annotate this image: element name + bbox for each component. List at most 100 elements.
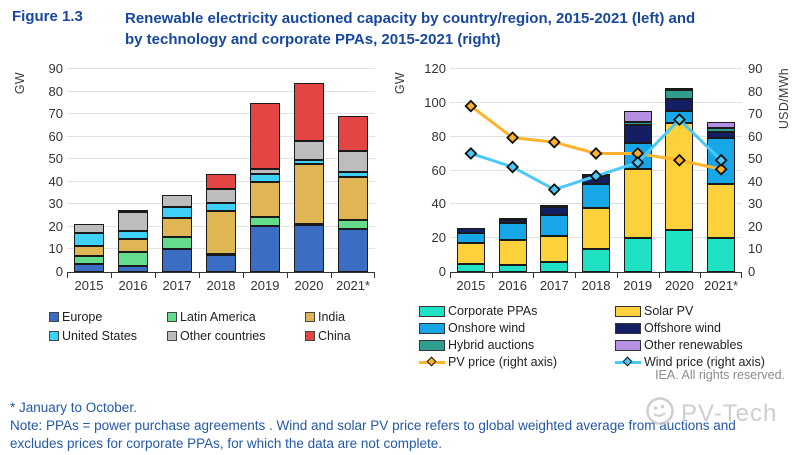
x-tick-label-2017: 2017: [539, 278, 569, 293]
chart-capacity-by-country: GW 0 10 20 30 40 50 60 70 80 90 2015 2016 2017 2018 2…: [13, 58, 390, 403]
bar-segment-europe-2016: [118, 265, 148, 272]
figure-title: Renewable electricity auctioned capacity…: [125, 10, 696, 48]
bar-segment-offshore-wind-2021: [707, 132, 736, 138]
x-axis-tickmark: [111, 273, 112, 278]
legend-label: PV price (right axis): [448, 355, 558, 369]
x-tick-label-2019: 2019: [623, 278, 653, 293]
bar-segment-corporate-ppas-2017: [540, 261, 569, 272]
marker-wind-price-right-axis: [714, 153, 728, 167]
legend-swatch-icon: [419, 322, 445, 334]
bar-segment-solar-pv-2019: [623, 168, 652, 239]
footnote-note: Note: PPAs = power purchase agreements .…: [10, 417, 736, 451]
x-axis-tickmark: [199, 273, 200, 278]
legend-swatch-icon: [615, 339, 641, 351]
y-tick-label-60: 60: [48, 128, 63, 144]
legend-swatch-icon: [167, 331, 177, 341]
x-axis-tickmark: [575, 273, 577, 278]
bar-segment-latin-america-2019: [250, 216, 280, 227]
bar-segment-united-states-2021: [338, 171, 368, 178]
bar-segment-other-countries-2017: [162, 195, 192, 207]
legend-label: Other countries: [180, 329, 266, 343]
gridline-90: [67, 68, 375, 69]
bar-segment-offshore-wind-2016: [498, 219, 527, 223]
price-lines-layer: [464, 99, 728, 197]
left-chart-y-axis-unit: GW: [13, 72, 27, 95]
marker-pv-price-right-axis: [547, 135, 561, 149]
legend-swatch-icon: [49, 312, 59, 322]
gridline-100: [450, 101, 742, 103]
y-tick-label-80: 80: [431, 128, 446, 144]
legend-line-marker-icon: [615, 356, 641, 368]
legend-item-united-states: United States: [49, 329, 167, 343]
bar-segment-solar-pv-2015: [456, 243, 485, 265]
gridline-80: [450, 135, 742, 137]
legend-label: Hybrid auctions: [448, 338, 535, 352]
bar-segment-offshore-wind-2020: [665, 99, 694, 112]
marker-pv-price-right-axis: [589, 146, 603, 160]
y2-tick-label-20: 20: [748, 218, 763, 234]
x-tick-label-2016: 2016: [498, 278, 528, 293]
marker-wind-price-right-axis: [464, 146, 478, 160]
figure-label: Figure 1.3: [12, 8, 83, 25]
legend-swatch-icon: [615, 322, 641, 334]
legend-swatch-icon: [167, 312, 177, 322]
right-chart-y2-axis-ticks: 0 10 20 30 40 50 60 70 80 90: [748, 61, 778, 279]
marker-pv-price-right-axis: [464, 99, 478, 113]
legend-label: Onshore wind: [448, 321, 526, 335]
legend-swatch-icon: [305, 331, 315, 341]
legend-item-solar-pv: Solar PV: [615, 304, 800, 318]
bar-segment-europe-2017: [162, 248, 192, 272]
marker-wind-price-right-axis: [672, 113, 686, 127]
legend-line-marker-icon: [419, 356, 445, 368]
legend-label: India: [318, 310, 346, 324]
y2-tick-label-80: 80: [748, 83, 763, 99]
bar-segment-other-countries-2015: [74, 223, 104, 233]
pv-tech-watermark-text: PV-Tech: [681, 399, 778, 427]
x-tick-label-2020: 2020: [664, 278, 694, 293]
y2-tick-label-0: 0: [748, 264, 756, 279]
marker-wind-price-right-axis: [589, 169, 603, 183]
legend-swatch-icon: [305, 312, 315, 322]
y-tick-label-30: 30: [48, 196, 63, 212]
x-axis-tickmark: [491, 273, 493, 278]
bar-segment-onshore-wind-2017: [540, 215, 569, 237]
left-chart-y-axis-ticks: 0 10 20 30 40 50 60 70 80 90: [29, 61, 63, 279]
x-tick-label-2016: 2016: [118, 278, 148, 293]
y-tick-label-20: 20: [431, 230, 446, 246]
y2-tick-label-70: 70: [748, 106, 763, 122]
bar-segment-other-countries-2020: [294, 141, 324, 161]
bar-segment-europe-2021: [338, 229, 368, 272]
y-tick-label-120: 120: [424, 61, 446, 76]
bar-segment-hybrid-auctions-2019: [623, 122, 652, 125]
bar-segment-corporate-ppas-2020: [665, 229, 694, 272]
legend-item-corporate-ppas: Corporate PPAs: [419, 304, 615, 318]
y-tick-label-50: 50: [48, 151, 63, 167]
y-tick-label-60: 60: [431, 162, 446, 178]
x-axis-tickmark: [533, 273, 535, 278]
legend-item-pv-price-right-axis: PV price (right axis): [419, 355, 615, 369]
bar-segment-united-states-2015: [74, 232, 104, 247]
bar-segment-other-renewables-2017: [540, 204, 569, 207]
bar-segment-india-2017: [162, 217, 192, 238]
bar-segment-latin-america-2021: [338, 220, 368, 230]
right-chart-plot-area: [450, 68, 742, 278]
bar-segment-other-renewables-2016: [498, 217, 527, 220]
marker-wind-price-right-axis: [631, 156, 645, 169]
x-axis-tickmark: [287, 273, 288, 278]
x-tick-label-2020: 2020: [294, 278, 324, 293]
x-tick-label-2018: 2018: [206, 278, 236, 293]
bar-segment-corporate-ppas-2021: [707, 238, 736, 272]
bar-segment-onshore-wind-2018: [582, 184, 610, 208]
y-tick-label-70: 70: [48, 106, 63, 122]
chart-capacity-by-technology: GW USD/MWh 0 20 40 60 80 100 120 0 10 20 30 40 50 60…: [393, 58, 795, 403]
footnote-asterisk: * January to October.: [10, 400, 137, 415]
bar-segment-india-2018: [206, 211, 236, 254]
legend-item-china: China: [305, 329, 389, 343]
y-tick-label-20: 20: [48, 218, 63, 234]
legend-label: China: [318, 329, 351, 343]
legend-label: Latin America: [180, 310, 256, 324]
bar-segment-europe-2018: [206, 255, 236, 272]
legend-label: Corporate PPAs: [448, 304, 538, 318]
bar-segment-onshore-wind-2016: [498, 222, 527, 240]
legend-item-other-countries: Other countries: [167, 329, 305, 343]
